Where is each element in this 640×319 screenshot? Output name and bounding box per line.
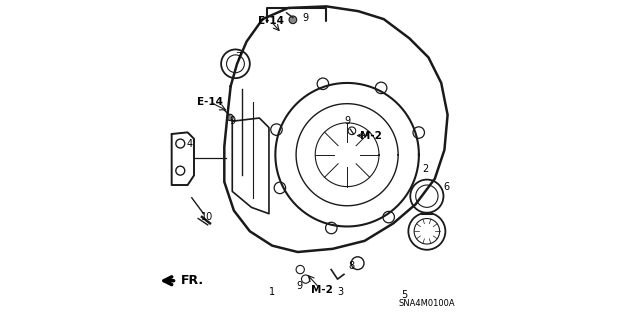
Text: 9: 9: [344, 116, 350, 126]
Text: 9: 9: [303, 12, 308, 23]
Text: 5: 5: [401, 290, 408, 300]
Circle shape: [227, 114, 233, 121]
Text: E-14: E-14: [257, 16, 284, 26]
Text: M-2: M-2: [310, 285, 333, 295]
Text: FR.: FR.: [181, 274, 204, 287]
Text: 3: 3: [338, 287, 344, 297]
Text: 8: 8: [349, 261, 355, 271]
Text: M-2: M-2: [360, 130, 382, 141]
Text: 1: 1: [269, 287, 275, 297]
Text: 2: 2: [422, 164, 428, 174]
Text: 9: 9: [296, 280, 302, 291]
Text: 4: 4: [186, 138, 192, 149]
Text: 9: 9: [229, 116, 236, 126]
Text: SNA4M0100A: SNA4M0100A: [399, 299, 455, 308]
Circle shape: [289, 16, 297, 24]
Text: E-14: E-14: [197, 97, 223, 107]
Text: 6: 6: [443, 182, 449, 192]
Text: 7: 7: [236, 52, 242, 63]
Text: 10: 10: [200, 212, 213, 222]
